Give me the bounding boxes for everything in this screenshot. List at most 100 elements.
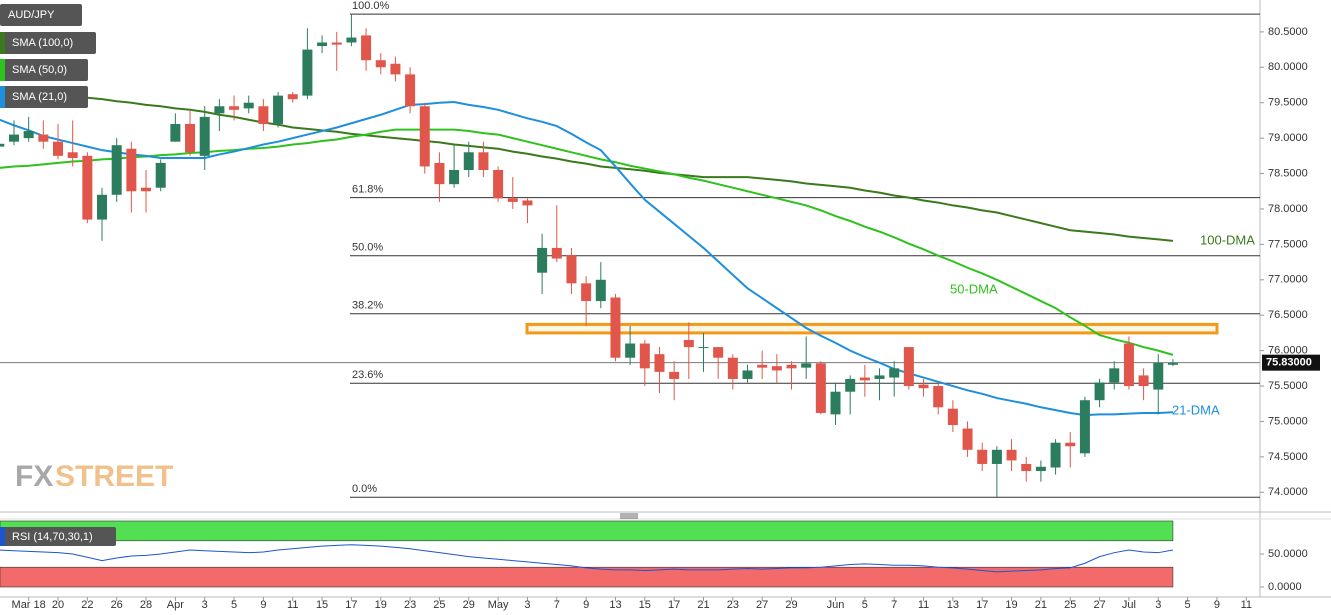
candle-body <box>933 386 944 408</box>
candle-body <box>522 200 533 206</box>
moving-average-line <box>0 128 1174 356</box>
x-tick-label: 27 <box>1093 599 1105 611</box>
x-tick-label: Jun <box>827 599 845 611</box>
x-tick-label: 5 <box>231 599 237 611</box>
candle-body <box>243 102 254 109</box>
y-tick-label: 75.0000 <box>1268 415 1308 427</box>
y-tick-label: 77.0000 <box>1268 274 1308 286</box>
y-tick-label: 78.5000 <box>1268 167 1308 179</box>
candle-body <box>229 106 240 110</box>
x-tick-label: Apr <box>167 599 184 611</box>
legend-box <box>0 527 116 546</box>
x-tick-label: 17 <box>976 599 988 611</box>
candle-body <box>595 279 606 302</box>
y-tick-label: 78.0000 <box>1268 203 1308 215</box>
candle-body <box>97 194 108 220</box>
x-tick-label: 7 <box>554 599 560 611</box>
rsi-line <box>0 544 1174 573</box>
y-tick-label: 75.5000 <box>1268 380 1308 392</box>
ma-annotation: 50-DMA <box>950 281 998 296</box>
candle-body <box>1138 375 1149 387</box>
candle-body <box>434 162 445 185</box>
legend-box <box>0 32 96 54</box>
legend-title: AUD/JPY <box>8 9 55 21</box>
fib-label: 38.2% <box>352 300 383 312</box>
x-tick-label: 11 <box>1241 599 1252 611</box>
candle-body <box>1050 442 1061 468</box>
ma-annotation: 21-DMA <box>1172 402 1220 417</box>
candle-body <box>859 377 870 381</box>
candle-body <box>801 363 812 368</box>
candle-body <box>757 364 768 368</box>
candle-body <box>38 134 49 142</box>
candle-body <box>1167 362 1178 365</box>
candle-body <box>1021 463 1032 472</box>
candle-body <box>991 449 1002 464</box>
candle-body <box>287 94 298 100</box>
candle-body <box>625 343 636 358</box>
candle-body <box>111 145 122 195</box>
watermark: STREET <box>55 460 173 493</box>
candle-body <box>918 384 929 389</box>
x-tick-label: 9 <box>583 599 589 611</box>
x-tick-label: Jul <box>1122 599 1136 611</box>
candle-body <box>493 170 504 199</box>
candle-body <box>947 408 958 425</box>
legend-swatch <box>0 32 5 54</box>
x-tick-label: 23 <box>404 599 416 611</box>
rsi-bands <box>0 520 1174 588</box>
candle-body <box>713 347 724 358</box>
moving-average-line <box>0 87 1174 242</box>
candle-body <box>1035 466 1046 472</box>
x-tick-label: 29 <box>463 599 475 611</box>
x-tick-label: May <box>488 599 509 611</box>
candle-body <box>669 371 680 379</box>
ma-annotation: 100-DMA <box>1200 232 1255 247</box>
y-tick-label: 77.5000 <box>1268 238 1308 250</box>
fib-label: 61.8% <box>352 184 383 196</box>
candle-body <box>82 155 93 220</box>
fib-label: 100.0% <box>352 0 390 12</box>
overbought-band <box>0 520 1174 542</box>
x-tick-label: 9 <box>1214 599 1220 611</box>
y-tick-label: 76.0000 <box>1268 345 1308 357</box>
candle-body <box>126 148 137 192</box>
candle-body <box>9 134 19 142</box>
candle-body <box>683 340 694 348</box>
candle-body <box>845 378 856 392</box>
y-tick-label: 79.5000 <box>1268 97 1308 109</box>
candle-body <box>258 106 269 124</box>
y-tick-label: 0.0000 <box>1268 581 1302 593</box>
x-tick-label: 15 <box>316 599 328 611</box>
x-tick-label: 11 <box>918 599 929 611</box>
candle-body <box>639 343 650 369</box>
x-tick-label: 17 <box>668 599 680 611</box>
candle-body <box>610 297 621 358</box>
candle-body <box>551 247 562 259</box>
candle-body <box>903 347 914 387</box>
legend-swatch <box>0 527 5 546</box>
candle-body <box>962 428 973 450</box>
last-price-label: 75.83000 <box>1266 357 1312 369</box>
x-tick-label: 13 <box>609 599 621 611</box>
y-tick-label: 79.0000 <box>1268 132 1308 144</box>
last-price-box <box>1262 354 1320 371</box>
oversold-band <box>0 566 1174 588</box>
x-tick-label: 17 <box>345 599 357 611</box>
legend-label: SMA (100,0) <box>12 37 73 49</box>
x-tick-label: 22 <box>81 599 93 611</box>
candle-body <box>786 364 797 369</box>
x-tick-label: 27 <box>756 599 768 611</box>
x-tick-label: 3 <box>1155 599 1161 611</box>
x-tick-label: 19 <box>375 599 387 611</box>
x-tick-label: 11 <box>287 599 298 611</box>
candle-body <box>537 247 548 273</box>
x-tick-label: 5 <box>862 599 868 611</box>
x-tick-label: 3 <box>202 599 208 611</box>
candle-body <box>390 63 401 75</box>
legend-swatch <box>0 86 5 108</box>
candle-body <box>478 152 489 170</box>
x-tick-label: Mar 18 <box>12 599 46 611</box>
candle-body <box>23 131 34 139</box>
